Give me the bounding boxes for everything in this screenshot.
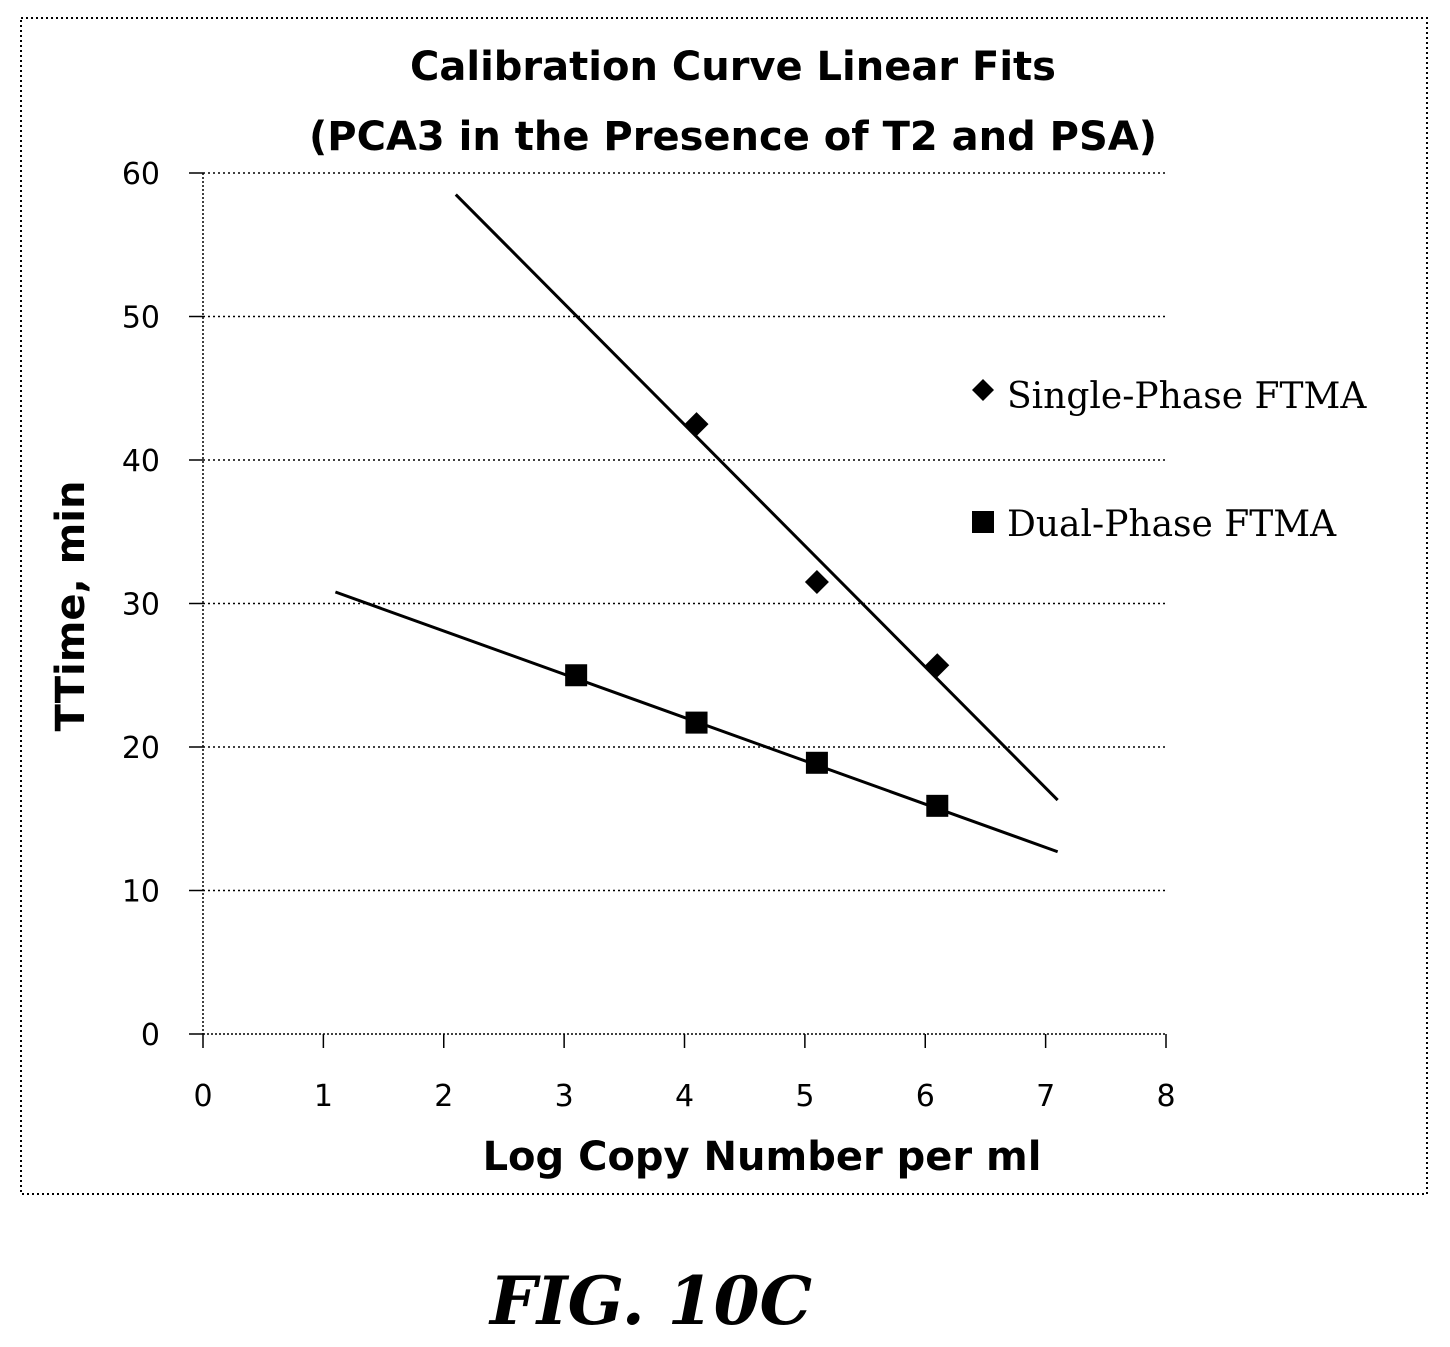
y-tick-label: 0 — [141, 1018, 160, 1053]
y-tick-label: 10 — [122, 875, 160, 910]
x-tick-label: 2 — [434, 1079, 453, 1114]
legend-marker-single-phase — [972, 379, 994, 401]
data-point-single-phase — [925, 653, 950, 678]
fit-lines — [334, 193, 1059, 854]
x-tick-label: 0 — [193, 1079, 212, 1114]
tick-labels: 0 10 20 30 40 50 60 0 1 2 3 4 5 6 7 8 — [122, 157, 1176, 1114]
y-tick-label: 40 — [122, 444, 160, 479]
chart-border — [20, 17, 1428, 1195]
data-point-dual-phase — [926, 794, 949, 817]
x-tick-label: 6 — [916, 1079, 935, 1114]
x-tick-label: 8 — [1156, 1079, 1175, 1114]
x-tick-label: 5 — [795, 1079, 814, 1114]
legend: Single-Phase FTMA Dual-Phase FTMA — [972, 376, 1367, 545]
data-point-single-phase — [684, 412, 709, 437]
y-tick-label: 50 — [122, 301, 160, 336]
data-markers — [565, 412, 950, 817]
legend-label-single-phase: Single-Phase FTMA — [1007, 376, 1367, 417]
y-tick-label: 60 — [122, 157, 160, 192]
figure-label: FIG. 10C — [488, 1262, 812, 1340]
data-point-single-phase — [804, 569, 829, 594]
x-tick-label: 3 — [555, 1079, 574, 1114]
data-point-dual-phase — [805, 751, 828, 774]
chart-title-line-2: (PCA3 in the Presence of T2 and PSA) — [309, 114, 1157, 160]
y-axis-title: TTime, min — [48, 481, 94, 732]
legend-marker-dual-phase — [972, 511, 994, 533]
y-tick-label: 20 — [122, 731, 160, 766]
y-tick-label: 30 — [122, 588, 160, 623]
data-point-dual-phase — [685, 711, 708, 734]
chart-title-line-1: Calibration Curve Linear Fits — [410, 44, 1056, 90]
fit-line-series-1 — [454, 193, 1059, 802]
x-tick-label: 1 — [314, 1079, 333, 1114]
x-tick-label: 7 — [1036, 1079, 1055, 1114]
legend-label-dual-phase: Dual-Phase FTMA — [1007, 504, 1337, 545]
data-point-dual-phase — [565, 664, 588, 687]
x-axis-title: Log Copy Number per ml — [483, 1134, 1042, 1180]
axes — [189, 172, 1167, 1048]
x-tick-label: 4 — [675, 1079, 694, 1114]
gridlines — [203, 172, 1166, 892]
